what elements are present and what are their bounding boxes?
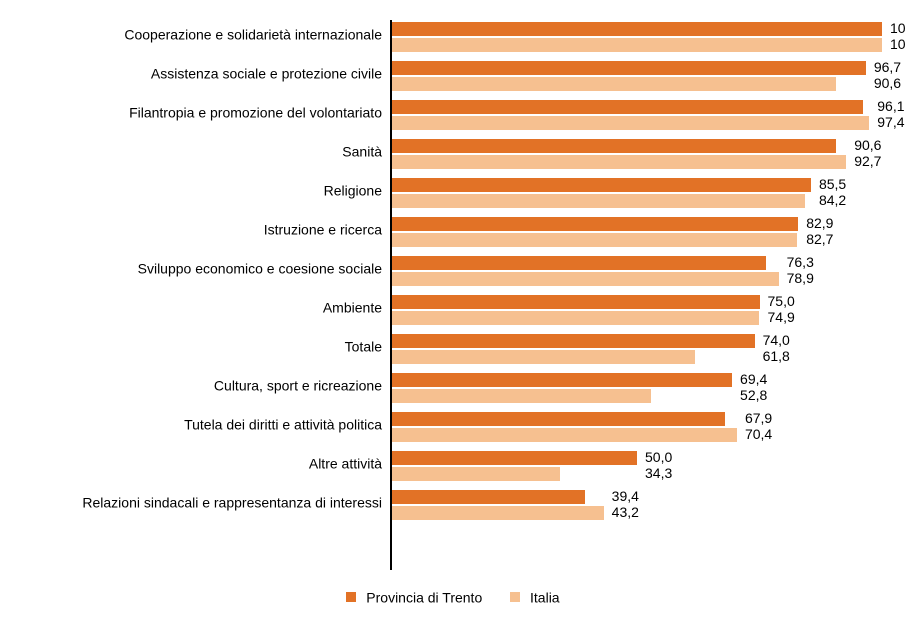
- category-label: Sanità: [2, 144, 382, 161]
- value-label-series-0: 85,5: [819, 177, 846, 191]
- legend: Provincia di Trento Italia: [0, 588, 906, 605]
- category-row: Sviluppo economico e coesione sociale76,…: [392, 254, 882, 284]
- bar-series-1: [392, 311, 759, 325]
- value-label-series-1: 82,7: [806, 232, 833, 246]
- value-label-series-1: 78,9: [787, 271, 814, 285]
- category-row: Filantropia e promozione del volontariat…: [392, 98, 882, 128]
- category-label: Sviluppo economico e coesione sociale: [2, 261, 382, 278]
- value-label-series-1: 61,8: [763, 349, 790, 363]
- legend-label-series-0: Provincia di Trento: [366, 589, 482, 605]
- bar-series-1: [392, 467, 560, 481]
- category-row: Religione85,584,2: [392, 176, 882, 206]
- value-label-series-0: 74,0: [763, 333, 790, 347]
- value-label-series-0: 39,4: [612, 489, 639, 503]
- value-label-series-1: 90,6: [874, 76, 901, 90]
- value-label-series-0: 67,9: [745, 411, 772, 425]
- bar-series-0: [392, 61, 866, 75]
- bar-series-0: [392, 490, 585, 504]
- bar-series-0: [392, 100, 863, 114]
- bar-series-1: [392, 194, 805, 208]
- bar-series-0: [392, 373, 732, 387]
- category-label: Cultura, sport e ricreazione: [2, 378, 382, 395]
- category-row: Istruzione e ricerca82,982,7: [392, 215, 882, 245]
- value-label-series-0: 75,0: [768, 294, 795, 308]
- value-label-series-1: 70,4: [745, 427, 772, 441]
- category-label: Tutela dei diritti e attività politica: [2, 417, 382, 434]
- bar-series-1: [392, 272, 779, 286]
- category-label: Relazioni sindacali e rappresentanza di …: [2, 495, 382, 512]
- value-label-series-1: 97,4: [877, 115, 904, 129]
- category-row: Totale74,061,8: [392, 332, 882, 362]
- bar-series-0: [392, 178, 811, 192]
- value-label-series-1: 43,2: [612, 505, 639, 519]
- category-row: Altre attività50,034,3: [392, 449, 882, 479]
- grouped-horizontal-bar-chart: Cooperazione e solidarietà internazional…: [0, 0, 906, 619]
- bar-series-1: [392, 38, 882, 52]
- bar-series-0: [392, 295, 760, 309]
- legend-swatch-series-1: [510, 592, 520, 602]
- legend-label-series-1: Italia: [530, 589, 560, 605]
- value-label-series-1: 34,3: [645, 466, 672, 480]
- category-row: Tutela dei diritti e attività politica67…: [392, 410, 882, 440]
- bar-series-0: [392, 451, 637, 465]
- legend-item-series-0: Provincia di Trento: [346, 588, 482, 605]
- value-label-series-0: 82,9: [806, 216, 833, 230]
- bar-series-0: [392, 412, 725, 426]
- plot-area: Cooperazione e solidarietà internazional…: [390, 20, 880, 570]
- bar-series-1: [392, 77, 836, 91]
- value-label-series-1: 74,9: [768, 310, 795, 324]
- category-row: Cooperazione e solidarietà internazional…: [392, 20, 882, 50]
- bar-series-1: [392, 428, 737, 442]
- category-row: Assistenza sociale e protezione civile96…: [392, 59, 882, 89]
- bar-series-0: [392, 217, 798, 231]
- value-label-series-0: 50,0: [645, 450, 672, 464]
- value-label-series-1: 92,7: [854, 154, 881, 168]
- category-row: Relazioni sindacali e rappresentanza di …: [392, 488, 882, 518]
- category-label: Cooperazione e solidarietà internazional…: [2, 27, 382, 44]
- bar-series-0: [392, 256, 766, 270]
- value-label-series-0: 100,0: [890, 21, 906, 35]
- category-label: Assistenza sociale e protezione civile: [2, 66, 382, 83]
- value-label-series-1: 84,2: [819, 193, 846, 207]
- category-row: Ambiente75,074,9: [392, 293, 882, 323]
- value-label-series-0: 96,1: [877, 99, 904, 113]
- category-label: Religione: [2, 183, 382, 200]
- category-row: Cultura, sport e ricreazione69,452,8: [392, 371, 882, 401]
- value-label-series-1: 52,8: [740, 388, 767, 402]
- category-label: Altre attività: [2, 456, 382, 473]
- value-label-series-0: 76,3: [787, 255, 814, 269]
- bar-series-1: [392, 116, 869, 130]
- category-label: Ambiente: [2, 300, 382, 317]
- category-row: Sanità90,692,7: [392, 137, 882, 167]
- category-label: Istruzione e ricerca: [2, 222, 382, 239]
- bar-series-1: [392, 506, 604, 520]
- legend-item-series-1: Italia: [510, 588, 559, 605]
- value-label-series-0: 96,7: [874, 60, 901, 74]
- bar-series-1: [392, 350, 695, 364]
- category-label: Filantropia e promozione del volontariat…: [2, 105, 382, 122]
- bar-series-0: [392, 22, 882, 36]
- bar-series-1: [392, 233, 797, 247]
- value-label-series-0: 69,4: [740, 372, 767, 386]
- bar-series-1: [392, 389, 651, 403]
- value-label-series-1: 100,0: [890, 37, 906, 51]
- legend-swatch-series-0: [346, 592, 356, 602]
- bar-series-0: [392, 334, 755, 348]
- bar-series-0: [392, 139, 836, 153]
- bar-series-1: [392, 155, 846, 169]
- value-label-series-0: 90,6: [854, 138, 881, 152]
- category-label: Totale: [2, 339, 382, 356]
